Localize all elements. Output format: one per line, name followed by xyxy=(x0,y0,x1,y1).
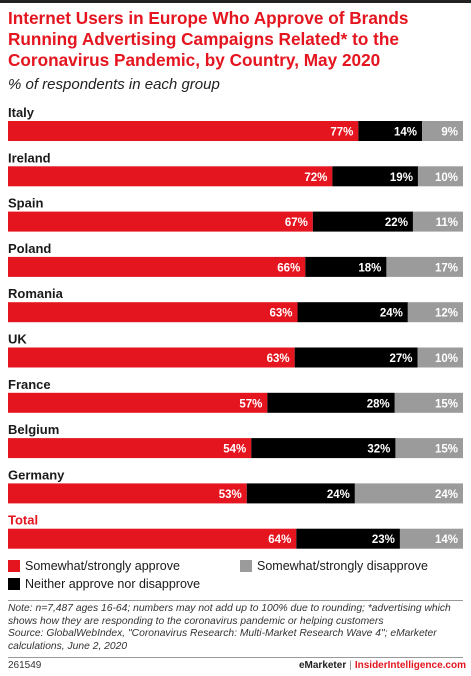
data-label-approve-belgium: 54% xyxy=(223,444,246,456)
bar-neither-germany xyxy=(246,483,355,504)
data-label-approve-poland: 66% xyxy=(277,262,300,274)
bar-approve-ireland xyxy=(8,166,333,187)
bar-approve-poland xyxy=(8,256,306,277)
legend-swatch-approve xyxy=(8,560,20,572)
data-label-disapprove-germany: 24% xyxy=(435,489,458,501)
category-label-ireland: Ireland xyxy=(8,150,51,165)
legend-label-neither: Neither approve nor disapprove xyxy=(25,577,201,591)
data-label-disapprove-italy: 9% xyxy=(441,127,458,139)
brand-insider-intelligence: InsiderIntelligence.com xyxy=(354,660,466,671)
data-label-neither-total: 23% xyxy=(372,534,395,546)
chart-id: 261549 xyxy=(8,660,42,671)
data-label-disapprove-total: 14% xyxy=(435,534,458,546)
stacked-bar-chart: Italy 77% 14% 9% Ireland 72% 19% 10% Spain 67% 22%… xyxy=(8,105,463,549)
bar-approve-total xyxy=(8,528,297,549)
legend: Somewhat/strongly approve Somewhat/stron… xyxy=(8,557,468,597)
bar-disapprove-romania xyxy=(407,302,463,323)
data-label-neither-germany: 24% xyxy=(327,489,350,501)
bar-neither-uk xyxy=(294,347,418,368)
chart-subtitle: % of respondents in each group xyxy=(8,76,220,93)
brand-separator: | xyxy=(349,660,352,671)
data-label-approve-uk: 63% xyxy=(267,353,290,365)
brand-emarketer: eMarketer xyxy=(298,660,347,671)
footer: 261549 eMarketer | InsiderIntelligence.com xyxy=(8,660,466,674)
bar-approve-france xyxy=(8,392,268,413)
bar-disapprove-france xyxy=(394,392,463,413)
data-label-neither-belgium: 32% xyxy=(367,444,390,456)
data-label-disapprove-belgium: 15% xyxy=(435,444,458,456)
bar-approve-spain xyxy=(8,211,313,232)
data-label-approve-ireland: 72% xyxy=(304,172,327,184)
data-label-approve-france: 57% xyxy=(239,398,262,410)
data-label-approve-total: 64% xyxy=(268,534,291,546)
data-label-neither-romania: 24% xyxy=(380,308,403,320)
category-label-uk: UK xyxy=(8,332,27,347)
data-label-disapprove-romania: 12% xyxy=(435,308,458,320)
bar-disapprove-ireland xyxy=(417,166,463,187)
legend-item-approve: Somewhat/strongly approve xyxy=(8,559,180,573)
legend-swatch-neither xyxy=(8,578,20,590)
bar-neither-total xyxy=(296,528,400,549)
data-label-disapprove-ireland: 10% xyxy=(435,172,458,184)
data-label-neither-ireland: 19% xyxy=(390,172,413,184)
bar-disapprove-italy xyxy=(422,121,463,141)
bar-neither-romania xyxy=(297,302,408,323)
data-label-approve-italy: 77% xyxy=(330,127,353,139)
source-text: Source: GlobalWebIndex, "Coronavirus Res… xyxy=(8,628,437,652)
notes: Note: n=7,487 ages 16-64; numbers may no… xyxy=(8,603,466,653)
data-label-approve-spain: 67% xyxy=(285,217,308,229)
data-label-neither-france: 28% xyxy=(367,398,390,410)
category-label-poland: Poland xyxy=(8,241,51,256)
data-label-approve-germany: 53% xyxy=(219,489,242,501)
bar-approve-germany xyxy=(8,483,247,504)
category-label-belgium: Belgium xyxy=(8,422,59,437)
bar-neither-france xyxy=(267,392,395,413)
legend-swatch-disapprove xyxy=(240,560,252,572)
legend-item-disapprove: Somewhat/strongly disapprove xyxy=(240,559,428,573)
bar-disapprove-spain xyxy=(412,211,463,232)
bar-neither-belgium xyxy=(251,438,396,459)
category-label-italy: Italy xyxy=(8,105,35,120)
data-label-approve-romania: 63% xyxy=(270,308,293,320)
bar-approve-romania xyxy=(8,302,298,323)
bar-neither-spain xyxy=(312,211,413,232)
data-label-neither-poland: 18% xyxy=(358,262,381,274)
bar-approve-italy xyxy=(8,121,359,141)
bar-disapprove-total xyxy=(399,528,463,549)
data-label-neither-italy: 14% xyxy=(394,127,417,139)
category-label-france: France xyxy=(8,377,51,392)
data-label-neither-uk: 27% xyxy=(389,353,412,365)
bar-neither-poland xyxy=(305,256,387,277)
bar-disapprove-uk xyxy=(417,347,463,368)
bar-neither-ireland xyxy=(332,166,418,187)
bar-approve-uk xyxy=(8,347,295,368)
category-label-germany: Germany xyxy=(8,467,65,482)
legend-label-approve: Somewhat/strongly approve xyxy=(25,559,180,573)
category-label-romania: Romania xyxy=(8,286,64,301)
top-rule xyxy=(0,0,471,3)
category-label-spain: Spain xyxy=(8,196,43,211)
bar-disapprove-poland xyxy=(386,256,463,277)
data-label-disapprove-france: 15% xyxy=(435,398,458,410)
bar-neither-italy xyxy=(358,121,423,141)
chart-title: Internet Users in Europe Who Approve of … xyxy=(8,8,409,70)
legend-label-disapprove: Somewhat/strongly disapprove xyxy=(257,559,428,573)
bar-approve-belgium xyxy=(8,438,252,459)
note-divider xyxy=(8,600,463,601)
brand: eMarketer | InsiderIntelligence.com xyxy=(299,660,466,671)
data-label-disapprove-uk: 10% xyxy=(435,353,458,365)
bar-disapprove-germany xyxy=(354,483,463,504)
note-text: Note: n=7,487 ages 16-64; numbers may no… xyxy=(8,603,451,627)
data-label-neither-spain: 22% xyxy=(385,217,408,229)
data-label-disapprove-poland: 17% xyxy=(435,262,458,274)
legend-item-neither: Neither approve nor disapprove xyxy=(8,577,200,591)
bar-disapprove-belgium xyxy=(395,438,463,459)
footer-divider xyxy=(8,657,463,658)
category-label-total: Total xyxy=(8,513,38,528)
data-label-disapprove-spain: 11% xyxy=(436,217,458,229)
